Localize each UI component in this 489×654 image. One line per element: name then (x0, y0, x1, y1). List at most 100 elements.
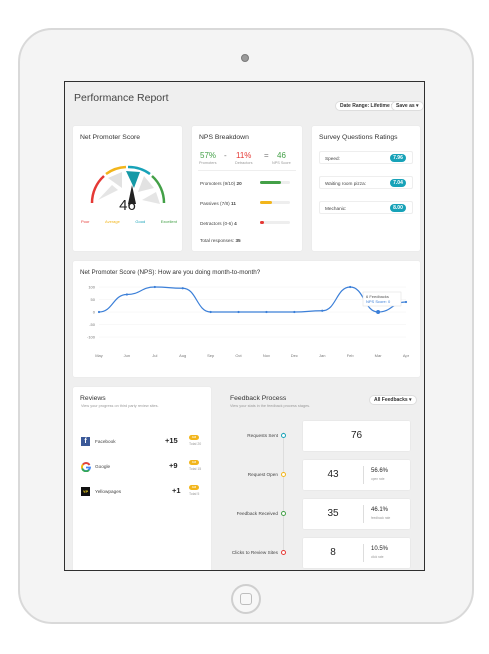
reviews-title: Reviews (80, 395, 106, 402)
x-tick-label: Sep (207, 353, 215, 358)
tooltip-line2: NPS Score: 0 (366, 299, 391, 304)
data-point[interactable] (209, 310, 212, 314)
gauge-excellent-arc (151, 175, 166, 204)
feedback-process-section: Feedback Process View your stats in the … (223, 387, 420, 570)
review-row-facebook[interactable]: f Facebook +15 4.6 Total 20 (73, 434, 211, 450)
data-point[interactable] (321, 309, 324, 312)
row-label: Passives (7/8) (200, 201, 230, 206)
step-value: 35 (327, 508, 339, 519)
gauge-segment (142, 192, 160, 204)
date-range-dropdown[interactable]: Date Range: Lifetime ▾ (335, 101, 399, 111)
nps-score-value: 46 (119, 197, 136, 214)
step-label: Request Open (247, 472, 278, 477)
review-total: Total 5 (189, 492, 200, 496)
survey-item-label: Waiting room pizza: (325, 181, 366, 186)
survey-item-pizza: Waiting room pizza: 7.04 (319, 176, 413, 189)
review-row-google[interactable]: Google +9 4.6 Total 15 (73, 459, 211, 475)
feedback-filter-dropdown[interactable]: All Feedbacks ▾ (369, 395, 417, 405)
step-value: 8 (330, 547, 336, 558)
review-delta: +9 (169, 461, 178, 470)
data-point[interactable] (125, 293, 129, 296)
step-box-request-open: 43 56.6% open rate (303, 460, 410, 490)
chart-tooltip: 6 Feedbacks NPS Score: 0 (362, 291, 402, 307)
review-rating-badge: 4.6 (189, 460, 199, 465)
row-count: 4 (234, 221, 237, 226)
x-tick-label: Dec (291, 353, 298, 358)
detractors-bar (260, 221, 290, 224)
review-row-yellowpages[interactable]: YP Yellowpages +1 4.6 Total 5 (73, 484, 211, 500)
data-point[interactable] (349, 285, 352, 289)
page-title: Performance Report (74, 92, 169, 104)
legend-poor: Poor (81, 219, 90, 224)
x-tick-label: Jan (319, 353, 325, 358)
yellowpages-icon: YP (81, 487, 90, 496)
data-point[interactable] (293, 310, 296, 314)
review-total: Total 15 (189, 467, 202, 471)
x-tick-label: May (95, 353, 103, 358)
breakdown-row-promoters: Promoters (9/10) 20 (200, 181, 242, 186)
step-box-requests-sent: 76 (303, 421, 410, 451)
review-rating-badge: 4.6 (189, 485, 199, 490)
legend-excellent: Excellent (160, 219, 177, 224)
x-tick-label: Jul (152, 353, 157, 358)
data-point[interactable] (404, 300, 408, 304)
home-button-icon (240, 593, 252, 605)
x-tick-label: Nov (263, 353, 270, 358)
nps-card-title: Net Promoter Score (80, 134, 141, 141)
tooltip-line1: 6 Feedbacks (366, 294, 389, 299)
y-tick-label: -100 (87, 335, 96, 340)
nps-series-line (98, 286, 407, 313)
step-value: 76 (350, 430, 363, 441)
step-box-feedback-received: 35 46.1% feedback rate (303, 499, 410, 529)
step-pct: 56.6% (371, 468, 389, 474)
x-tick-label: Aug (179, 353, 186, 358)
tooltip-box (362, 291, 402, 307)
gauge-segment (98, 185, 118, 200)
gauge-active-segment (126, 171, 140, 188)
home-button[interactable] (231, 584, 261, 614)
feedback-filter-label: All Feedbacks (374, 397, 408, 403)
review-site-name: Facebook (95, 439, 116, 444)
detractors-pct: 11% (236, 151, 252, 160)
data-point[interactable] (237, 310, 240, 314)
y-tick-label: 100 (88, 285, 95, 290)
save-as-dropdown[interactable]: Save as ▾ (391, 101, 424, 111)
chart-title: Net Promoter Score (NPS): How are you do… (80, 269, 261, 276)
survey-item-label: Speed: (325, 156, 340, 161)
process-connector (283, 432, 284, 552)
total-value: 35 (235, 238, 241, 243)
step-pct-label: click rate (371, 555, 384, 559)
nps-chart-card: Net Promoter Score (NPS): How are you do… (73, 261, 420, 377)
nps-line-chart: 100 50 0 -50 -100 May Jun Jul Aug Sep Oct Nov Dec Ja… (87, 285, 410, 359)
review-site-name: Google (95, 464, 111, 469)
legend-good: Good (135, 219, 146, 224)
date-range-label: Date Range: Lifetime (340, 103, 390, 109)
breakdown-row-passives: Passives (7/8) 11 (200, 201, 236, 206)
promoters-label: Promoters (199, 161, 217, 165)
nps-score-result: 46 (277, 151, 286, 160)
passives-bar-fill (260, 201, 272, 204)
review-site-name: Yellowpages (95, 489, 122, 494)
box-divider (363, 544, 364, 562)
step-label: Clicks to Review Sites (231, 550, 278, 555)
data-point[interactable] (97, 310, 101, 314)
x-tick-label: Mar (375, 353, 383, 358)
data-point[interactable] (376, 310, 381, 314)
data-point[interactable] (153, 285, 156, 289)
survey-title: Survey Questions Ratings (319, 134, 398, 141)
survey-item-value: 7.96 (390, 154, 406, 162)
survey-item-value: 7.04 (390, 179, 406, 187)
x-tick-label: Apr (403, 353, 410, 358)
data-point[interactable] (181, 287, 184, 290)
nps-card: Net Promoter Score 46 Poor Average Good … (73, 126, 182, 251)
row-count: 11 (231, 201, 236, 206)
data-point[interactable] (265, 310, 268, 314)
breakdown-row-detractors: Detractors (0-6) 4 (200, 221, 237, 226)
survey-item-speed: Speed: 7.96 (319, 151, 413, 164)
box-divider (363, 466, 364, 484)
facebook-icon: f (81, 437, 90, 446)
box-divider (363, 505, 364, 523)
step-dot-clicks-review (281, 550, 286, 555)
promoters-bar-fill (260, 181, 281, 184)
step-box-clicks-review: 8 10.5% click rate (303, 538, 410, 568)
